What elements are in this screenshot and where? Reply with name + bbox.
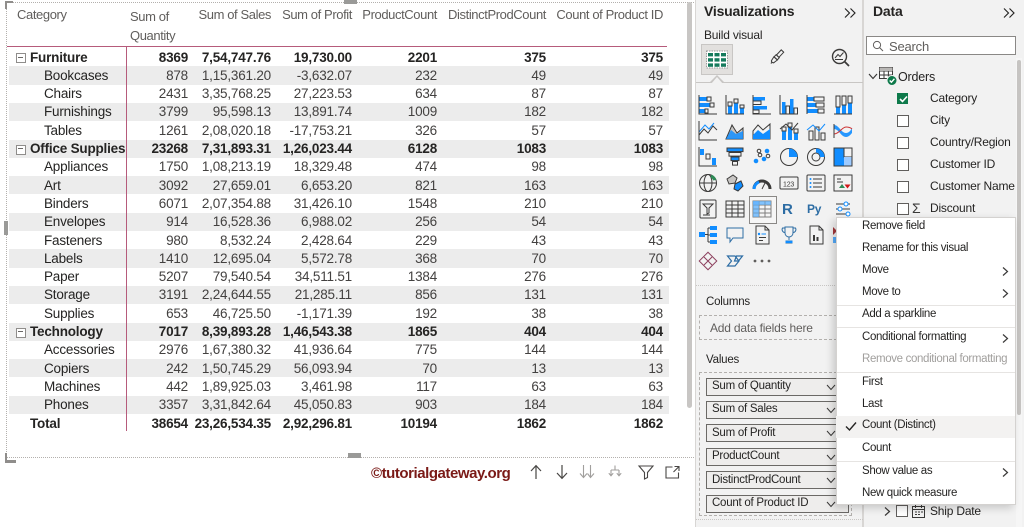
svg-text:Py: Py bbox=[807, 202, 822, 216]
svg-text:123: 123 bbox=[783, 182, 794, 189]
svg-text:R: R bbox=[782, 201, 793, 218]
